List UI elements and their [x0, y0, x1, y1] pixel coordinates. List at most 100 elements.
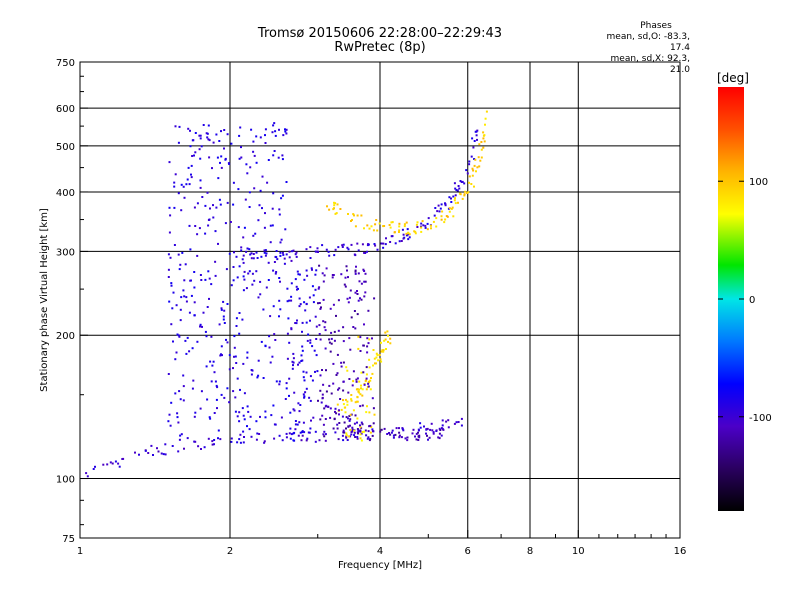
data-point	[356, 437, 359, 440]
data-point	[369, 379, 372, 382]
data-point	[182, 374, 185, 377]
x-tick-label: 2	[227, 546, 233, 557]
data-point	[169, 256, 172, 259]
data-point	[301, 330, 303, 333]
data-point	[199, 134, 202, 137]
data-point	[337, 388, 339, 391]
data-point	[235, 362, 238, 364]
data-point	[157, 450, 160, 453]
data-point	[371, 434, 374, 437]
data-point	[274, 272, 277, 275]
data-point	[199, 179, 202, 182]
data-point	[388, 432, 390, 434]
data-point	[182, 385, 185, 388]
data-point	[430, 227, 432, 230]
data-point	[206, 398, 209, 401]
data-point	[382, 246, 385, 249]
data-point	[429, 428, 432, 431]
data-point	[390, 235, 393, 238]
data-point	[348, 337, 351, 340]
data-point	[398, 222, 401, 225]
data-point	[257, 219, 260, 222]
data-point	[318, 324, 321, 327]
data-point	[203, 446, 206, 449]
data-point	[185, 183, 188, 186]
data-point	[342, 429, 345, 432]
data-point	[454, 194, 457, 197]
data-point	[212, 141, 215, 144]
data-point	[242, 236, 245, 239]
data-point	[160, 452, 163, 455]
data-point	[367, 342, 370, 345]
data-point	[307, 333, 310, 336]
data-point	[314, 430, 317, 433]
data-point	[273, 122, 276, 125]
data-point	[378, 354, 381, 356]
data-point	[461, 180, 464, 183]
data-point	[182, 185, 185, 188]
data-point	[245, 163, 248, 166]
data-point	[263, 440, 266, 443]
data-point	[415, 432, 418, 435]
data-point	[208, 277, 211, 280]
data-point	[253, 279, 256, 282]
data-point	[349, 289, 352, 292]
data-point	[414, 435, 416, 438]
data-point	[292, 364, 294, 367]
data-point	[212, 216, 215, 219]
data-point	[341, 415, 344, 418]
data-point	[288, 394, 290, 397]
data-point	[354, 225, 357, 228]
data-point	[322, 298, 325, 301]
data-point	[288, 250, 291, 253]
colorbar-tick-label: -100	[749, 413, 772, 424]
data-point	[359, 393, 362, 396]
data-point	[305, 387, 308, 390]
data-point	[290, 295, 293, 298]
data-point	[196, 202, 199, 205]
data-point	[350, 399, 353, 402]
data-point	[214, 260, 217, 263]
data-point	[358, 388, 360, 391]
data-point	[177, 141, 180, 144]
data-point	[285, 253, 288, 256]
data-point	[278, 213, 281, 216]
data-point	[252, 150, 255, 153]
data-point	[293, 439, 296, 442]
data-point	[232, 279, 235, 282]
data-point	[426, 228, 429, 231]
data-point	[236, 276, 239, 279]
data-point	[445, 420, 448, 423]
data-point	[198, 148, 201, 151]
data-point	[392, 436, 395, 439]
data-point	[179, 434, 182, 437]
data-point	[319, 418, 322, 421]
data-point	[383, 427, 386, 430]
data-point	[324, 418, 327, 420]
data-point	[223, 147, 225, 150]
data-point	[309, 341, 312, 344]
data-point	[460, 417, 463, 420]
data-point	[288, 299, 291, 302]
data-point	[360, 421, 363, 424]
data-point	[226, 387, 229, 390]
data-point	[172, 291, 175, 294]
data-point	[178, 335, 181, 338]
data-point	[201, 325, 203, 328]
data-point	[134, 451, 136, 454]
data-point	[111, 462, 114, 465]
data-point	[230, 142, 233, 145]
data-point	[173, 185, 176, 188]
data-point	[185, 296, 188, 299]
data-point	[208, 139, 211, 142]
data-point	[390, 221, 393, 224]
data-point	[433, 214, 436, 217]
data-point	[199, 274, 202, 276]
data-point	[189, 279, 192, 282]
data-point	[468, 160, 471, 163]
data-point	[274, 423, 277, 426]
data-point	[271, 207, 274, 210]
data-point	[452, 215, 455, 218]
data-point	[171, 445, 174, 447]
data-point	[359, 297, 361, 300]
